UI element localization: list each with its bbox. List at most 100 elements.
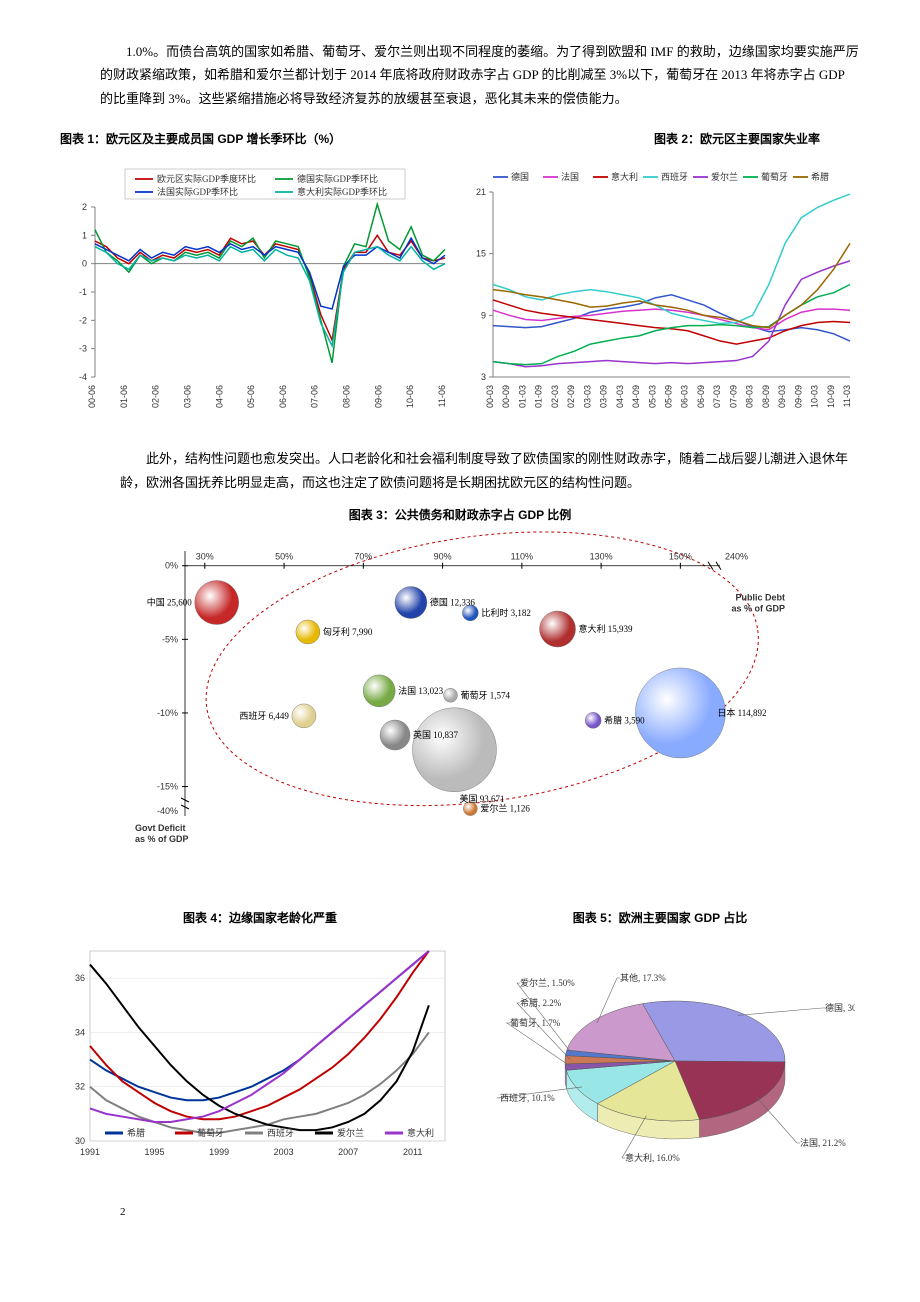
svg-text:Govt Deficit: Govt Deficit	[135, 823, 186, 833]
svg-text:03-03: 03-03	[582, 385, 592, 408]
svg-text:德国, 30.0%: 德国, 30.0%	[825, 1002, 855, 1013]
fig4-title: 图表 4：边缘国家老龄化严重	[60, 909, 460, 926]
svg-text:意大利, 16.0%: 意大利, 16.0%	[625, 1152, 680, 1163]
svg-text:西班牙 6,449: 西班牙 6,449	[239, 710, 289, 721]
svg-text:02-09: 02-09	[566, 385, 576, 408]
svg-text:09-09: 09-09	[793, 385, 803, 408]
svg-text:01-06: 01-06	[119, 385, 129, 408]
svg-text:希腊: 希腊	[127, 1127, 145, 1138]
svg-text:-10%: -10%	[157, 708, 178, 718]
svg-text:03-09: 03-09	[599, 385, 609, 408]
svg-text:10-03: 10-03	[810, 385, 820, 408]
page-number: 2	[120, 1206, 860, 1218]
svg-text:葡萄牙: 葡萄牙	[761, 171, 788, 182]
fig2-title: 图表 2：欧元区主要国家失业率	[440, 130, 860, 147]
fig1-title: 图表 1：欧元区及主要成员国 GDP 增长季环比（%）	[60, 130, 440, 147]
svg-text:110%: 110%	[511, 552, 533, 562]
svg-text:葡萄牙 1,574: 葡萄牙 1,574	[461, 689, 511, 700]
svg-text:意大利实际GDP季环比: 意大利实际GDP季环比	[297, 186, 387, 197]
svg-text:其他, 17.3%: 其他, 17.3%	[620, 972, 666, 983]
svg-text:意大利: 意大利	[407, 1127, 434, 1138]
svg-text:希腊, 2.2%: 希腊, 2.2%	[520, 997, 562, 1008]
svg-text:3: 3	[481, 372, 486, 382]
svg-text:-2: -2	[79, 316, 87, 326]
svg-text:10-06: 10-06	[405, 385, 415, 408]
fig1-chart: 欧元区实际GDP季度环比德国实际GDP季环比法国实际GDP季环比意大利实际GDP…	[60, 167, 450, 427]
fig12-charts: 欧元区实际GDP季度环比德国实际GDP季环比法国实际GDP季环比意大利实际GDP…	[60, 167, 860, 427]
svg-text:06-06: 06-06	[278, 385, 288, 408]
intro-paragraph: 1.0%。而债台高筑的国家如希腊、葡萄牙、爱尔兰则出现不同程度的萎缩。为了得到欧…	[100, 40, 860, 110]
svg-text:-15%: -15%	[157, 782, 178, 792]
svg-text:中国 25,600: 中国 25,600	[147, 596, 193, 607]
svg-text:爱尔兰: 爱尔兰	[337, 1127, 364, 1138]
fig3-chart: 30%50%70%90%110%130%150%0%-5%-10%-15%240…	[130, 531, 790, 861]
svg-text:-5%: -5%	[162, 634, 178, 644]
fig45-charts: 30323436199119951999200320072011希腊葡萄牙西班牙…	[60, 946, 860, 1176]
svg-text:07-03: 07-03	[712, 385, 722, 408]
svg-text:意大利: 意大利	[611, 171, 638, 182]
mid-paragraph: 此外，结构性问题也愈发突出。人口老龄化和社会福利制度导致了欧债国家的刚性财政赤字…	[120, 447, 860, 494]
svg-text:爱尔兰, 1.50%: 爱尔兰, 1.50%	[520, 977, 575, 988]
svg-text:05-06: 05-06	[246, 385, 256, 408]
svg-text:00-06: 00-06	[87, 385, 97, 408]
svg-text:00-03: 00-03	[485, 385, 495, 408]
fig4-chart: 30323436199119951999200320072011希腊葡萄牙西班牙…	[60, 946, 450, 1176]
svg-text:9: 9	[481, 311, 486, 321]
svg-text:08-09: 08-09	[761, 385, 771, 408]
svg-text:日本 114,892: 日本 114,892	[717, 707, 766, 718]
svg-text:德国: 德国	[511, 171, 529, 182]
svg-text:36: 36	[75, 973, 85, 983]
fig5-chart: 德国, 30.0%法国, 21.2%意大利, 16.0%西班牙, 10.1%葡萄…	[465, 946, 855, 1176]
svg-text:07-09: 07-09	[728, 385, 738, 408]
svg-text:2003: 2003	[274, 1147, 294, 1157]
svg-text:法国, 21.2%: 法国, 21.2%	[800, 1137, 846, 1148]
svg-text:希腊 3,590: 希腊 3,590	[604, 714, 645, 725]
svg-text:法国: 法国	[561, 171, 579, 182]
svg-text:-3: -3	[79, 344, 87, 354]
svg-text:爱尔兰 1,126: 爱尔兰 1,126	[480, 803, 530, 814]
fig3-title: 图表 3：公共债务和财政赤字占 GDP 比例	[60, 506, 860, 523]
svg-text:130%: 130%	[590, 552, 613, 562]
svg-text:西班牙: 西班牙	[661, 171, 688, 182]
svg-text:02-06: 02-06	[151, 385, 161, 408]
svg-text:08-06: 08-06	[342, 385, 352, 408]
svg-text:70%: 70%	[354, 552, 372, 562]
svg-text:美国 93,671: 美国 93,671	[459, 793, 504, 804]
svg-text:希腊: 希腊	[811, 171, 829, 182]
svg-text:09-06: 09-06	[373, 385, 383, 408]
fig5-title: 图表 5：欧洲主要国家 GDP 占比	[460, 909, 860, 926]
svg-text:-1: -1	[79, 287, 87, 297]
svg-text:as % of GDP: as % of GDP	[731, 604, 785, 614]
svg-text:葡萄牙: 葡萄牙	[197, 1127, 224, 1138]
svg-text:0: 0	[82, 259, 87, 269]
svg-text:比利时 3,182: 比利时 3,182	[481, 607, 531, 618]
svg-text:15: 15	[476, 249, 486, 259]
svg-text:意大利 15,939: 意大利 15,939	[579, 623, 634, 634]
svg-text:30: 30	[75, 1136, 85, 1146]
svg-text:11-03: 11-03	[842, 385, 852, 407]
svg-text:04-09: 04-09	[631, 385, 641, 408]
svg-text:英国 10,837: 英国 10,837	[413, 729, 459, 740]
svg-text:05-09: 05-09	[664, 385, 674, 408]
svg-text:法国实际GDP季环比: 法国实际GDP季环比	[157, 186, 238, 197]
svg-text:1: 1	[82, 231, 87, 241]
svg-text:06-09: 06-09	[696, 385, 706, 408]
svg-text:21: 21	[476, 187, 486, 197]
svg-text:1995: 1995	[145, 1147, 165, 1157]
svg-text:08-03: 08-03	[745, 385, 755, 408]
svg-text:01-03: 01-03	[517, 385, 527, 408]
svg-text:34: 34	[75, 1027, 85, 1037]
svg-text:2: 2	[82, 202, 87, 212]
svg-text:09-03: 09-03	[777, 385, 787, 408]
svg-text:03-06: 03-06	[182, 385, 192, 408]
svg-text:德国 12,336: 德国 12,336	[430, 596, 476, 607]
svg-text:10-09: 10-09	[826, 385, 836, 408]
svg-text:90%: 90%	[434, 552, 452, 562]
svg-text:2007: 2007	[338, 1147, 358, 1157]
svg-text:00-09: 00-09	[501, 385, 511, 408]
fig2-chart: 德国 法国 意大利 西班牙 爱尔兰 葡萄牙 希腊 3 9 15 21 00-03 00-09 01-03 0…	[465, 167, 855, 427]
svg-text:11-06: 11-06	[437, 385, 447, 407]
svg-text:30%: 30%	[196, 552, 214, 562]
svg-text:爱尔兰: 爱尔兰	[711, 171, 738, 182]
svg-text:西班牙, 10.1%: 西班牙, 10.1%	[500, 1092, 555, 1103]
